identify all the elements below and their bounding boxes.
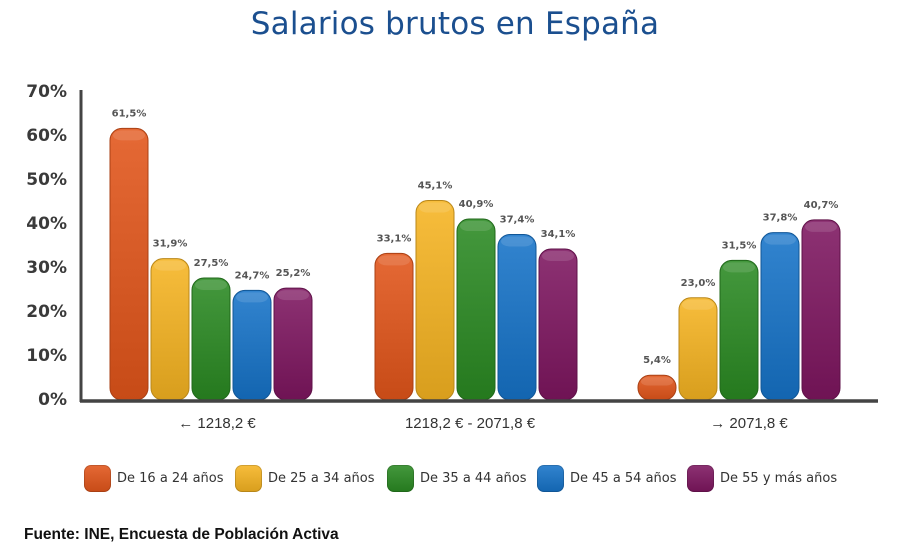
legend: De 16 a 24 años De 25 a 34 años De 35 a 44… (0, 464, 900, 494)
legend-item: De 25 a 34 años (235, 464, 375, 492)
bar-highlight (113, 130, 145, 141)
bar-highlight (723, 262, 755, 273)
bar (456, 218, 496, 401)
bar (719, 259, 759, 401)
y-tick-label: 30% (26, 258, 67, 278)
bar-highlight (419, 202, 451, 213)
y-tick-label: 0% (38, 390, 67, 410)
bar-highlight (277, 290, 309, 301)
bar-highlight (764, 234, 796, 245)
value-label: 34,1% (541, 229, 576, 240)
legend-label: De 35 a 44 años (420, 470, 527, 486)
bar (150, 258, 190, 401)
bar-highlight (542, 250, 574, 261)
bar-highlight (460, 221, 492, 232)
legend-swatch (84, 464, 111, 492)
bar (678, 297, 718, 401)
category-label: → 2071,8 € (710, 415, 788, 432)
bar (191, 277, 231, 401)
value-label: 31,5% (722, 240, 757, 251)
value-label: 25,2% (276, 268, 311, 279)
category-label: ← 1218,2 € (178, 415, 256, 432)
legend-item: De 45 a 54 años (537, 464, 677, 492)
y-tick-label: 70% (26, 82, 67, 102)
value-label: 33,1% (377, 233, 412, 244)
bars (109, 127, 841, 401)
value-label: 5,4% (643, 355, 671, 366)
bar-highlight (154, 260, 186, 271)
y-tick-label: 20% (26, 302, 67, 322)
y-tick-label: 40% (26, 214, 67, 234)
category-label: 1218,2 € - 2071,8 € (405, 415, 536, 432)
bar-highlight (195, 280, 227, 290)
bar-highlight (641, 377, 673, 386)
value-labels: 61,5% 31,9% 27,5% 24,7% 25,2% 33,1% 45,1% 40,9%… (112, 108, 839, 366)
legend-swatch (687, 464, 714, 492)
bar (760, 232, 800, 401)
legend-item: De 16 a 24 años (84, 464, 224, 492)
bar (273, 287, 313, 401)
y-tick-label: 10% (26, 346, 67, 366)
bar-highlight (805, 221, 837, 232)
legend-label: De 55 y más años (720, 470, 838, 486)
value-label: 27,5% (194, 258, 229, 269)
value-label: 61,5% (112, 108, 147, 119)
bar (109, 127, 149, 401)
bar (801, 219, 841, 401)
legend-swatch (235, 464, 262, 492)
y-axis-ticks: 0% 10% 20% 30% 40% 50% 60% 70% (26, 82, 67, 410)
legend-swatch (387, 464, 414, 492)
y-tick-label: 50% (26, 170, 67, 190)
bar (232, 289, 272, 401)
category-labels: ← 1218,2 € 1218,2 € - 2071,8 € → 2071,8 € (178, 415, 788, 432)
value-label: 37,8% (763, 213, 798, 224)
bar (538, 248, 578, 401)
bar (415, 200, 455, 401)
legend-item: De 55 y más años (687, 464, 837, 492)
bar (497, 233, 537, 401)
bar-highlight (501, 236, 533, 247)
value-label: 40,7% (804, 200, 839, 211)
chart-title: Salarios brutos en España (250, 6, 660, 42)
bar-highlight (682, 299, 714, 310)
legend-swatch (537, 464, 564, 492)
bar-highlight (236, 292, 268, 303)
legend-item: De 35 a 44 años (387, 464, 527, 492)
y-tick-label: 60% (26, 126, 67, 146)
value-label: 40,9% (459, 199, 494, 210)
bar-highlight (378, 255, 410, 266)
bar (374, 252, 414, 401)
axes (79, 90, 878, 403)
value-label: 31,9% (153, 239, 188, 250)
legend-label: De 25 a 34 años (268, 470, 375, 486)
legend-label: De 45 a 54 años (570, 470, 677, 486)
legend-label: De 16 a 24 años (117, 470, 224, 486)
value-label: 37,4% (500, 214, 535, 225)
value-label: 45,1% (418, 181, 453, 192)
source-note: Fuente: INE, Encuesta de Población Activ… (24, 526, 339, 543)
value-label: 24,7% (235, 270, 270, 281)
value-label: 23,0% (681, 278, 716, 289)
